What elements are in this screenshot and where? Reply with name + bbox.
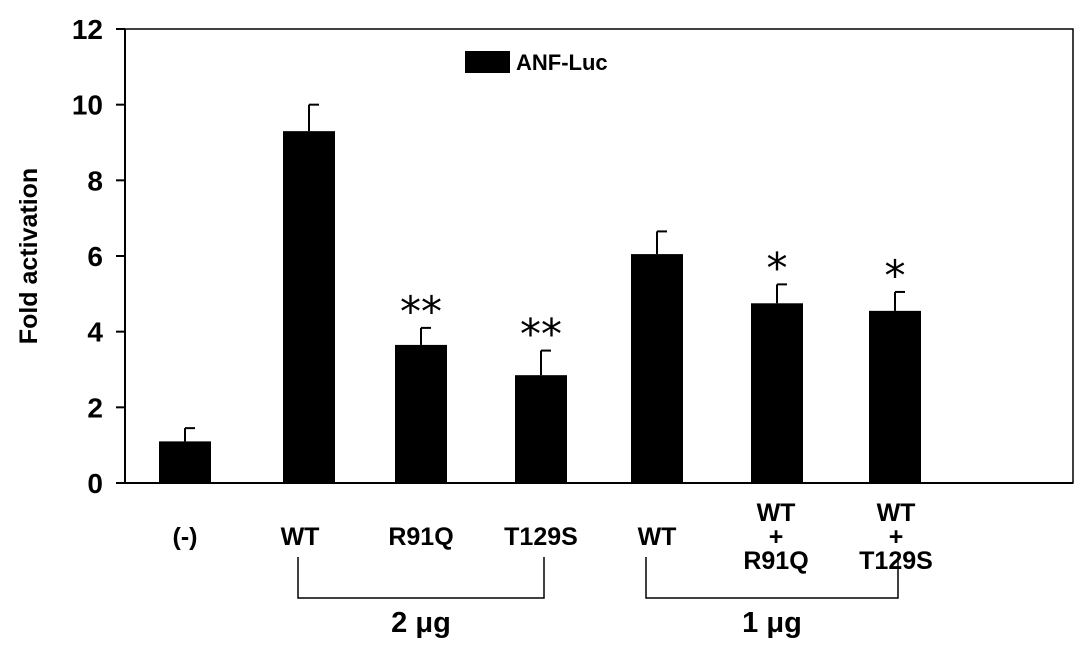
- x-category-label: T129S: [504, 523, 578, 551]
- bar: [395, 344, 447, 483]
- bar: [869, 310, 921, 483]
- bar: [159, 441, 211, 483]
- group-label: 2 μg: [391, 607, 451, 639]
- bar: [751, 303, 803, 483]
- y-tick-label: 10: [72, 90, 103, 121]
- bar: [631, 254, 683, 483]
- plot-area: [116, 28, 1074, 484]
- significance-marker: **: [400, 287, 442, 336]
- x-category-label: +: [769, 523, 784, 551]
- y-tick-label: 8: [87, 165, 103, 196]
- significance-marker: *: [767, 243, 788, 292]
- x-category-label: R91Q: [388, 523, 453, 551]
- y-tick-label: 12: [72, 14, 103, 45]
- group-bracket: [645, 557, 899, 599]
- group-bracket: [297, 557, 545, 599]
- y-tick-label: 6: [87, 241, 103, 272]
- x-category-label: (-): [173, 523, 198, 551]
- x-category-label: WT: [877, 499, 916, 527]
- x-category-label: R91Q: [743, 547, 808, 575]
- legend-swatch: [465, 51, 510, 73]
- x-category-label: +: [889, 523, 904, 551]
- legend-label: ANF-Luc: [516, 50, 608, 75]
- bar: [515, 375, 567, 483]
- plot-frame: [124, 28, 1074, 484]
- chart-marks: [159, 103, 921, 483]
- significance-marker: *: [885, 251, 906, 300]
- x-category-label: WT: [281, 523, 320, 551]
- y-tick-label: 0: [87, 468, 103, 499]
- bar: [283, 131, 335, 483]
- y-tick-label: 4: [87, 317, 103, 348]
- significance-marker: **: [520, 310, 562, 359]
- x-category-label: T129S: [859, 547, 933, 575]
- x-category-label: WT: [757, 499, 796, 527]
- x-category-label: WT: [638, 523, 677, 551]
- group-label: 1 μg: [742, 607, 802, 639]
- y-axis-label: Fold activation: [15, 168, 43, 344]
- y-tick-label: 2: [87, 392, 103, 423]
